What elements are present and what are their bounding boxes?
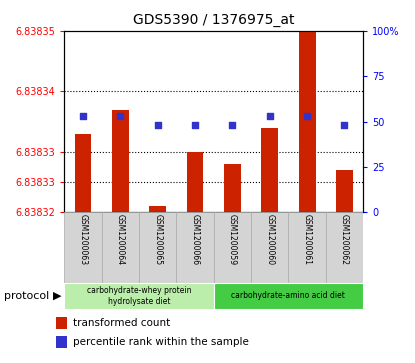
Bar xyxy=(75,134,91,212)
Point xyxy=(266,113,273,119)
Text: GSM1200064: GSM1200064 xyxy=(116,215,125,266)
Bar xyxy=(64,283,214,309)
Text: GSM1200063: GSM1200063 xyxy=(78,215,88,266)
Text: GSM1200066: GSM1200066 xyxy=(190,215,200,266)
Bar xyxy=(56,336,67,348)
Bar xyxy=(326,212,363,283)
Point xyxy=(229,122,236,128)
Text: carbohydrate-whey protein
hydrolysate diet: carbohydrate-whey protein hydrolysate di… xyxy=(87,286,191,306)
Bar xyxy=(149,206,166,212)
Point xyxy=(117,113,124,119)
Text: GSM1200062: GSM1200062 xyxy=(340,215,349,265)
Bar xyxy=(176,212,214,283)
Point xyxy=(304,113,310,119)
Text: GSM1200060: GSM1200060 xyxy=(265,215,274,266)
Bar xyxy=(139,212,176,283)
Bar xyxy=(214,283,363,309)
Bar xyxy=(261,128,278,212)
Bar xyxy=(224,164,241,212)
Bar xyxy=(251,212,288,283)
Text: GSM1200061: GSM1200061 xyxy=(303,215,312,265)
Bar xyxy=(288,212,326,283)
Bar xyxy=(299,0,315,212)
Point xyxy=(154,122,161,128)
Bar xyxy=(64,212,102,283)
Point xyxy=(341,122,348,128)
Text: carbohydrate-amino acid diet: carbohydrate-amino acid diet xyxy=(232,291,345,300)
Bar xyxy=(56,317,67,329)
Bar xyxy=(214,212,251,283)
Bar xyxy=(336,170,353,212)
Bar xyxy=(187,152,203,212)
Text: transformed count: transformed count xyxy=(73,318,170,328)
Text: ▶: ▶ xyxy=(53,291,61,301)
Point xyxy=(192,122,198,128)
Title: GDS5390 / 1376975_at: GDS5390 / 1376975_at xyxy=(133,13,295,27)
Text: percentile rank within the sample: percentile rank within the sample xyxy=(73,337,249,347)
Text: GSM1200059: GSM1200059 xyxy=(228,215,237,266)
Point xyxy=(80,113,86,119)
Bar xyxy=(102,212,139,283)
Bar xyxy=(112,110,129,212)
Text: GSM1200065: GSM1200065 xyxy=(153,215,162,266)
Text: protocol: protocol xyxy=(4,291,49,301)
